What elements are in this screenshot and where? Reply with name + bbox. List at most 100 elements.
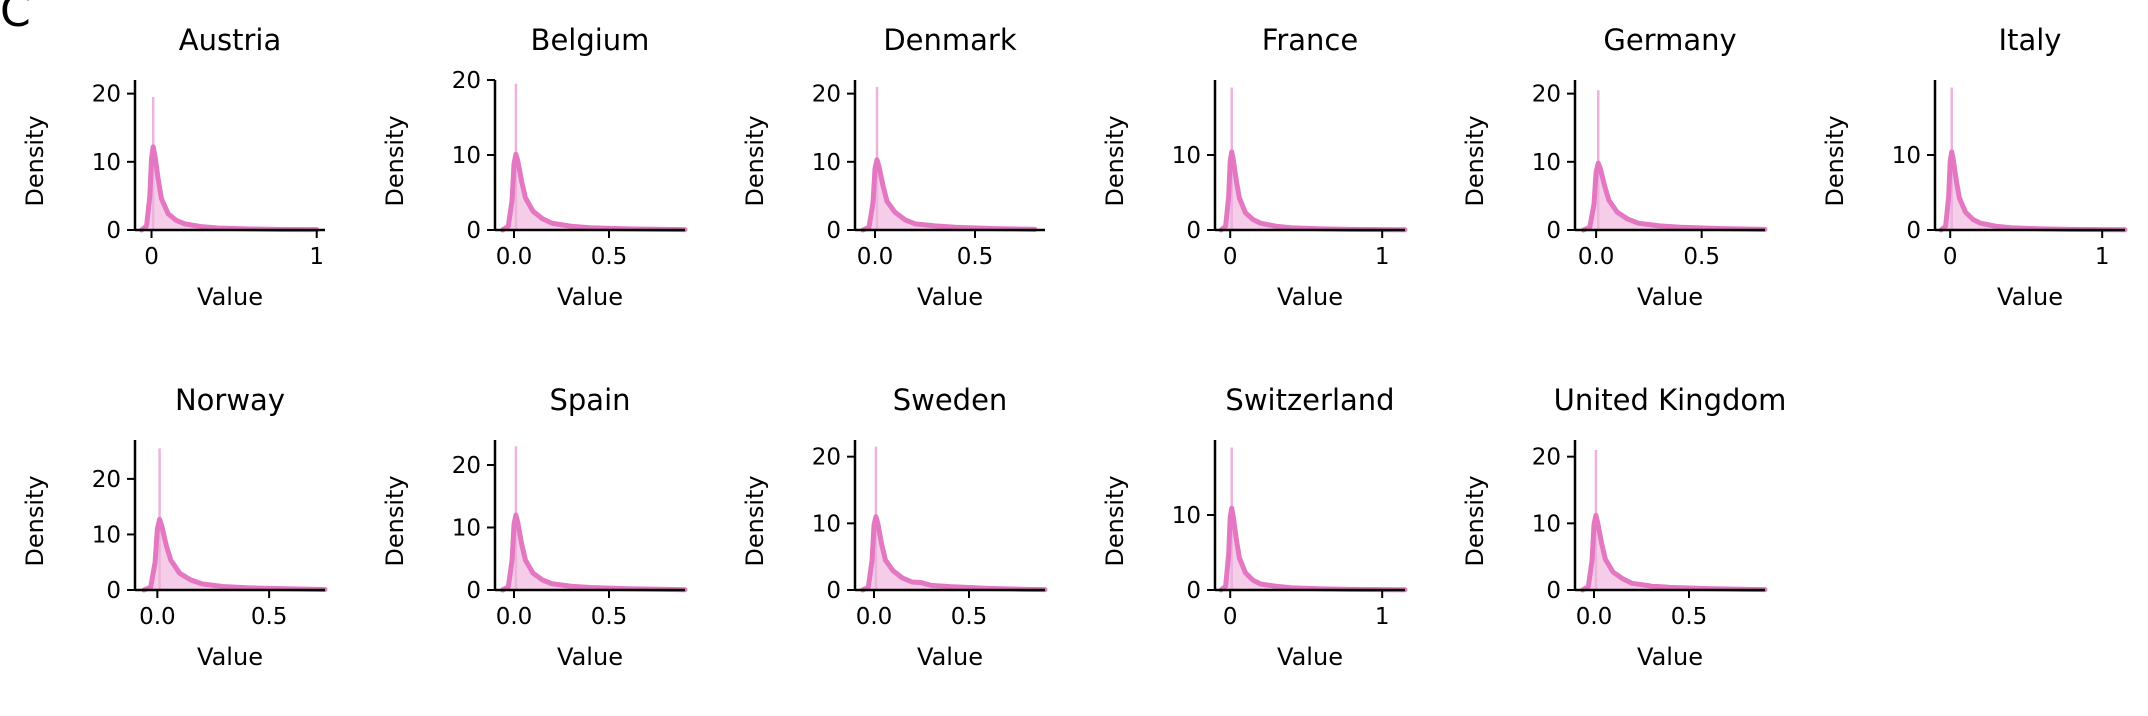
subplot-title: Belgium [531,23,650,57]
y-axis-label: Density [1101,475,1129,566]
density-line [139,144,320,233]
x-tick-label: 1 [2095,244,2110,270]
x-axis-label: Value [1277,283,1343,311]
x-tick-label: 0.0 [496,604,533,630]
y-tick-label: 0 [1546,218,1561,244]
density-line [500,512,688,593]
y-tick-label: 10 [812,511,841,537]
density-line [141,516,328,593]
x-axis-label: Value [197,283,263,311]
subplot-sweden: Sweden 0 10 20 0.0 0.5 Value Density [741,383,1048,671]
subplot-france: France 0 10 0 1 Value Density [1101,23,1408,311]
density-area [143,519,325,590]
y-axis-label: Density [1101,115,1129,206]
x-axis-label: Value [557,643,623,671]
y-axis-label: Density [1461,475,1489,566]
y-tick-label: 0 [466,218,481,244]
y-tick-label: 0 [106,218,121,244]
density-line [860,157,1038,233]
x-tick-label: 0 [1223,244,1238,270]
x-tick-label: 0.0 [856,604,893,630]
subplot-spain: Spain 0 10 20 0.0 0.5 Value Density [381,383,688,671]
density-area [1583,163,1765,230]
y-axis-label: Density [1461,115,1489,206]
x-axis-label: Value [557,283,623,311]
x-tick-label: 0.5 [1683,244,1720,270]
density-area [863,159,1035,230]
x-tick-label: 0.0 [857,244,894,270]
y-axis-label: Density [1821,115,1849,206]
x-tick-label: 0.5 [951,604,988,630]
y-tick-label: 10 [452,516,481,542]
y-tick-label: 10 [1892,143,1921,169]
x-axis-label: Value [1277,643,1343,671]
x-axis-label: Value [197,643,263,671]
y-tick-label: 0 [1906,218,1921,244]
y-tick-label: 20 [1532,445,1561,471]
y-axis-label: Density [381,475,409,566]
x-tick-label: 0.0 [1576,604,1613,630]
subplot-norway: Norway 0 10 20 0.0 0.5 Value Density [21,383,328,671]
y-tick-label: 0 [106,578,121,604]
y-axis-label: Density [381,115,409,206]
x-axis-label: Value [917,643,983,671]
x-tick-label: 0.0 [139,604,176,630]
y-tick-label: 20 [92,82,121,108]
x-axis-label: Value [1997,283,2063,311]
subplot-germany: Germany 0 10 20 0.0 0.5 Value Density [1461,23,1768,311]
x-tick-label: 0.5 [591,244,628,270]
y-tick-label: 20 [1532,82,1561,108]
density-line [1580,512,1768,593]
subplot-title: Italy [1999,23,2062,57]
y-tick-label: 10 [452,143,481,169]
x-axis-label: Value [1637,643,1703,671]
density-area [141,146,317,230]
y-tick-label: 20 [452,453,481,479]
subplot-switzerland: Switzerland 0 10 0 1 Value Density [1101,383,1408,671]
density-line [1580,160,1768,233]
y-tick-label: 10 [1172,503,1201,529]
subplot-title: Denmark [883,23,1016,57]
y-tick-label: 0 [826,578,841,604]
y-tick-label: 10 [1172,143,1201,169]
y-tick-label: 10 [812,150,841,176]
y-tick-label: 20 [452,68,481,94]
density-line [1218,505,1408,593]
y-tick-label: 10 [1532,511,1561,537]
x-tick-label: 0 [144,244,159,270]
x-tick-label: 0 [1223,604,1238,630]
subplot-title: Switzerland [1225,383,1394,417]
y-tick-label: 10 [92,150,121,176]
subplot-title: United Kingdom [1554,383,1787,417]
x-tick-label: 1 [1375,604,1390,630]
x-tick-label: 0.5 [591,604,628,630]
x-axis-label: Value [1637,283,1703,311]
panel-label: C [0,0,31,37]
y-tick-label: 10 [1532,150,1561,176]
subplot-denmark: Denmark 0 10 20 0.0 0.5 Value Density [741,23,1045,311]
subplot-austria: Austria 0 10 20 0 1 Value Density [21,23,325,311]
x-tick-label: 1 [309,244,324,270]
subplot-title: Austria [179,23,281,57]
y-axis-label: Density [741,475,769,566]
x-tick-label: 0.5 [251,604,288,630]
y-tick-label: 20 [812,82,841,108]
density-area [502,515,685,590]
density-area [1221,508,1405,590]
density-area [1582,515,1765,590]
x-axis-label: Value [917,283,983,311]
density-area [862,516,1045,590]
density-area [1221,152,1405,230]
subplot-title: Norway [175,383,285,417]
density-area [1941,152,2125,230]
x-tick-label: 0.5 [1671,604,1708,630]
subplot-belgium: Belgium 0 10 20 0.0 0.5 Value Density [381,23,688,311]
density-line [1938,149,2128,233]
subplot-title: Spain [549,383,630,417]
y-tick-label: 20 [812,445,841,471]
subplot-italy: Italy 0 10 0 1 Value Density [1821,23,2128,311]
density-line [860,514,1048,593]
subplot-title: Sweden [893,383,1008,417]
y-tick-label: 20 [92,467,121,493]
x-tick-label: 0 [1943,244,1958,270]
